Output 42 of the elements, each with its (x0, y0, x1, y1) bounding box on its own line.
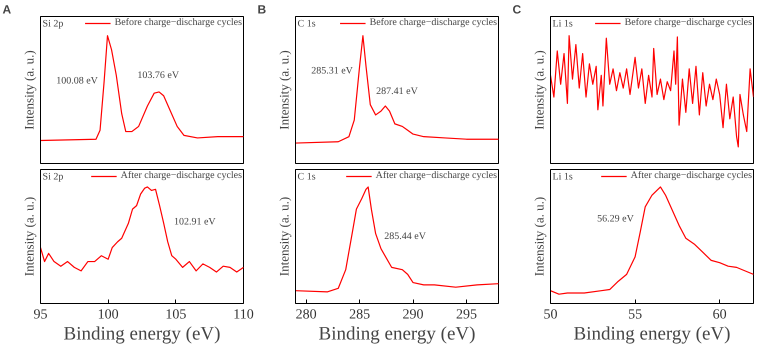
text: Si 2p (42, 18, 64, 30)
chart-title: A (2, 2, 12, 16)
legend-label: After charge−discharge cycles (630, 170, 752, 181)
chart-title: C (512, 2, 522, 16)
y-axis-title: Intensity (a. u.) (22, 50, 36, 130)
x-tick-label: 50 (544, 308, 558, 322)
text: Li 1s (552, 172, 573, 183)
annotation: 102.91 eV (174, 216, 216, 228)
x-tick-label: 110 (233, 308, 254, 322)
legend-label: Before charge−discharge cycles (114, 17, 242, 28)
legend-label: Before charge−discharge cycles (370, 17, 497, 28)
annotation: 285.31 eV (311, 65, 354, 76)
annotation: 56.29 eV (597, 214, 635, 225)
y-axis-title: Intensity (a. u.) (22, 196, 36, 276)
text: Li 1s (552, 18, 573, 30)
legend-label: After charge−discharge cycles (120, 170, 242, 181)
y-axis-title: Intensity (a. u.) (276, 50, 292, 130)
legend-label: After charge−discharge cycles (376, 170, 497, 181)
chart-title: B (258, 2, 266, 16)
annotation: 103.76 eV (137, 70, 180, 81)
text: C 1s (298, 18, 316, 30)
x-axis-title: Binding energy (eV) (64, 324, 220, 344)
legend-label: Before charge−discharge cycles (624, 17, 752, 28)
x-tick-label: 290 (402, 308, 424, 322)
x-tick-label: 295 (456, 308, 477, 322)
annotation: 285.44 eV (384, 231, 427, 242)
text: C 1s (298, 172, 316, 183)
x-tick-label: 100 (98, 308, 119, 322)
x-tick-label: 55 (628, 308, 642, 322)
x-tick-label: 285 (349, 308, 370, 322)
x-tick-label: 60 (712, 308, 727, 322)
x-tick-label: 280 (296, 308, 317, 322)
y-axis-title: Intensity (a. u.) (532, 196, 546, 276)
x-axis-title: Binding energy (eV) (318, 324, 476, 344)
y-axis-title: Intensity (a. u.) (532, 50, 546, 130)
x-axis-title: Binding energy (eV) (574, 324, 730, 344)
annotation: 287.41 eV (376, 86, 419, 97)
y-axis-title: Intensity (a. u.) (276, 196, 292, 276)
annotation: 100.08 eV (56, 76, 99, 87)
x-tick-label: 105 (165, 308, 186, 322)
x-tick-label: 95 (34, 308, 48, 322)
text: Si 2p (42, 172, 64, 183)
